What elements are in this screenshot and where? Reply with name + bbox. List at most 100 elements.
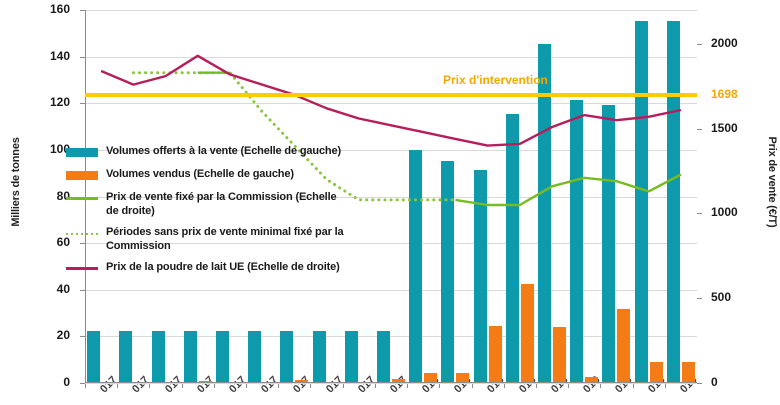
bar-volumes-offered: [570, 99, 584, 382]
x-axis-tick-mark: [278, 383, 280, 388]
legend-key-mark: [66, 171, 98, 180]
y-axis-right-title: Prix de vente (€/T): [766, 136, 778, 228]
legend-key-mark: [66, 148, 98, 157]
gridline: [85, 196, 697, 198]
y-axis-right-tick-label: 500: [711, 290, 732, 305]
x-axis-tick-mark: [310, 383, 312, 388]
y-axis-left-tick-label: 60: [56, 235, 70, 250]
y-axis-right-intervention-tick-label: 1698: [711, 87, 738, 102]
x-axis-tick-mark: [503, 383, 505, 388]
x-axis-tick-mark: [374, 383, 376, 388]
y-axis-right-tick-label: 1500: [711, 120, 738, 135]
x-axis-tick-mark: [471, 383, 473, 388]
x-axis-tick-mark: [632, 383, 634, 388]
legend-item[interactable]: Volumes vendus (Echelle de gauche): [66, 167, 351, 183]
legend-key-icon: [66, 167, 98, 183]
x-axis-tick-mark: [535, 383, 537, 388]
bar-volumes-sold: [520, 284, 534, 382]
y-axis-left-tick-mark: [80, 10, 85, 11]
bar-volumes-offered: [344, 331, 358, 382]
y-axis-left-tick-label: 80: [56, 188, 70, 203]
gridline: [85, 149, 697, 151]
bar-volumes-offered: [634, 20, 648, 382]
bar-volumes-offered: [248, 331, 262, 382]
x-axis-tick-mark: [149, 383, 151, 388]
legend-key-mark: [66, 267, 98, 270]
y-axis-right-tick-mark: [697, 43, 702, 45]
y-axis-right-tick-label: 0: [711, 375, 718, 389]
legend-item-label: Prix de vente fixé par la Commission (Ec…: [106, 191, 337, 217]
bar-volumes-sold: [649, 362, 663, 382]
y-axis-left-tick-label: 140: [49, 48, 70, 63]
bar-volumes-offered: [87, 331, 101, 382]
y-axis-left-tick-label: 20: [56, 328, 70, 343]
gridline: [85, 336, 697, 338]
legend-key-icon: [66, 144, 98, 160]
line-no-minimum-price-period: [131, 71, 457, 202]
bar-volumes-offered: [151, 331, 165, 382]
x-axis-tick-mark: [407, 383, 409, 388]
y-axis-line: [85, 10, 86, 383]
y-axis-right-tick-mark: [697, 128, 702, 130]
x-axis-line: [85, 382, 697, 383]
bar-volumes-sold: [553, 327, 567, 382]
bar-volumes-offered: [441, 160, 455, 382]
line-commission-selling-price: [455, 173, 682, 207]
legend-key-icon: [66, 190, 98, 206]
gridline: [85, 103, 697, 105]
plot-area: Prix d'intervention: [85, 10, 697, 384]
y-axis-right-tick-mark: [697, 213, 702, 215]
y-axis-right-tick-label: 2000: [711, 35, 738, 50]
y-axis-left-tick-label: 0: [63, 375, 70, 389]
x-axis-tick-mark: [117, 383, 119, 388]
bar-volumes-offered: [377, 331, 390, 382]
x-axis-tick-mark: [342, 383, 344, 388]
bar-volumes-offered: [280, 331, 294, 382]
legend-key-mark: [66, 233, 98, 235]
bar-volumes-offered: [473, 169, 487, 382]
y-axis-left-tick-label: 120: [49, 95, 70, 110]
bar-volumes-sold: [681, 362, 695, 382]
y-axis-left-tick-mark: [80, 289, 85, 291]
bar-volumes-sold: [392, 378, 405, 382]
gridline: [85, 289, 697, 291]
bar-volumes-offered: [183, 331, 197, 382]
legend-item[interactable]: Périodes sans prix de vente minimal fixé…: [66, 225, 351, 253]
x-axis-tick-mark: [664, 383, 666, 388]
bar-volumes-sold: [617, 308, 631, 382]
gridline: [85, 243, 697, 245]
y-axis-left-tick-label: 40: [56, 281, 70, 296]
y-axis-left-tick-mark: [80, 56, 85, 58]
x-axis-tick-mark: [246, 383, 248, 388]
x-axis-tick-mark: [439, 383, 441, 388]
legend-item-label: Périodes sans prix de vente minimal fixé…: [106, 226, 344, 252]
bar-volumes-sold: [424, 372, 438, 382]
bar-volumes-offered: [505, 113, 519, 382]
y-axis-left-tick-mark: [80, 103, 85, 105]
legend-key-mark: [66, 197, 98, 200]
gridline: [85, 383, 697, 384]
x-axis-tick-mark: [600, 383, 602, 388]
legend-item[interactable]: Volumes offerts à la vente (Echelle de g…: [66, 144, 351, 160]
line-eu-milk-powder-price: [100, 54, 682, 147]
x-axis-tick-mark: [213, 383, 215, 388]
intervention-price-label: Prix d'intervention: [443, 73, 548, 88]
line-series-group: [100, 54, 682, 207]
bar-volumes-sold: [585, 377, 599, 382]
gridline: [85, 10, 697, 11]
bar-volumes-offered: [119, 331, 133, 382]
y-axis-left-tick-label: 160: [49, 2, 70, 16]
x-axis-tick-mark: [568, 383, 570, 388]
bar-volumes-offered: [409, 150, 423, 382]
bar-volumes-offered: [312, 331, 326, 382]
y-axis-left-title: Milliers de tonnes: [10, 137, 22, 227]
y-axis-left-tick-mark: [80, 243, 85, 245]
y-axis-right-tick-mark: [697, 383, 702, 384]
y-axis-right-tick-label: 1000: [711, 205, 738, 220]
legend-item[interactable]: Prix de la poudre de lait UE (Echelle de…: [66, 260, 351, 276]
intervention-price-line: [85, 93, 697, 98]
bar-volumes-offered: [215, 331, 229, 382]
legend-item[interactable]: Prix de vente fixé par la Commission (Ec…: [66, 190, 351, 218]
bar-volumes-sold: [488, 326, 502, 382]
